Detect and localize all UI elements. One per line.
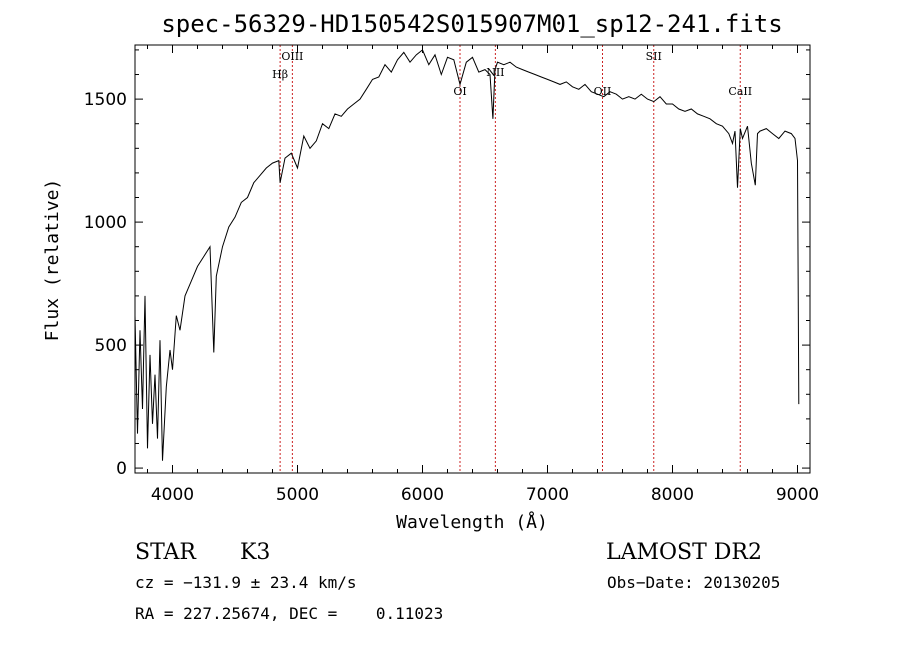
chart-title: spec-56329-HD150542S015907M01_sp12-241.f…	[161, 10, 782, 38]
y-tick-label: 0	[116, 459, 127, 479]
survey-name: LAMOST DR2	[606, 540, 762, 565]
subclass: K3	[240, 540, 270, 565]
observation-date: Obs−Date: 20130205	[607, 573, 780, 592]
x-tick-label: 8000	[651, 485, 694, 505]
x-tick-label: 7000	[526, 485, 569, 505]
plot-frame	[134, 44, 811, 474]
line-label: OIII	[281, 50, 303, 63]
y-tick-label: 1000	[84, 213, 127, 233]
y-axis-label: Flux (relative)	[42, 179, 63, 342]
coordinates: RA = 227.25674, DEC = 0.11023	[135, 604, 443, 623]
x-tick-label: 6000	[401, 485, 444, 505]
redshift-cz: cz = −131.9 ± 23.4 km/s	[135, 573, 357, 592]
line-label: SII	[646, 50, 662, 63]
line-label: Hβ	[272, 68, 288, 81]
x-tick-label: 4000	[151, 485, 194, 505]
x-tick-label: 5000	[276, 485, 319, 505]
y-axis-ticks: 0 500 1000 1500	[84, 49, 810, 479]
line-label: OI	[453, 85, 466, 98]
x-axis-ticks: 4000 5000 6000 7000 8000 9000	[147, 45, 819, 505]
line-label: CaII	[728, 85, 752, 98]
spectrum-series	[134, 49, 800, 461]
x-tick-label: 9000	[776, 485, 819, 505]
y-tick-label: 500	[95, 336, 127, 356]
y-tick-label: 1500	[84, 90, 127, 110]
x-axis-label: Wavelength (Å)	[396, 511, 548, 533]
spectrum-line	[134, 49, 800, 461]
object-type: STAR	[135, 540, 197, 565]
